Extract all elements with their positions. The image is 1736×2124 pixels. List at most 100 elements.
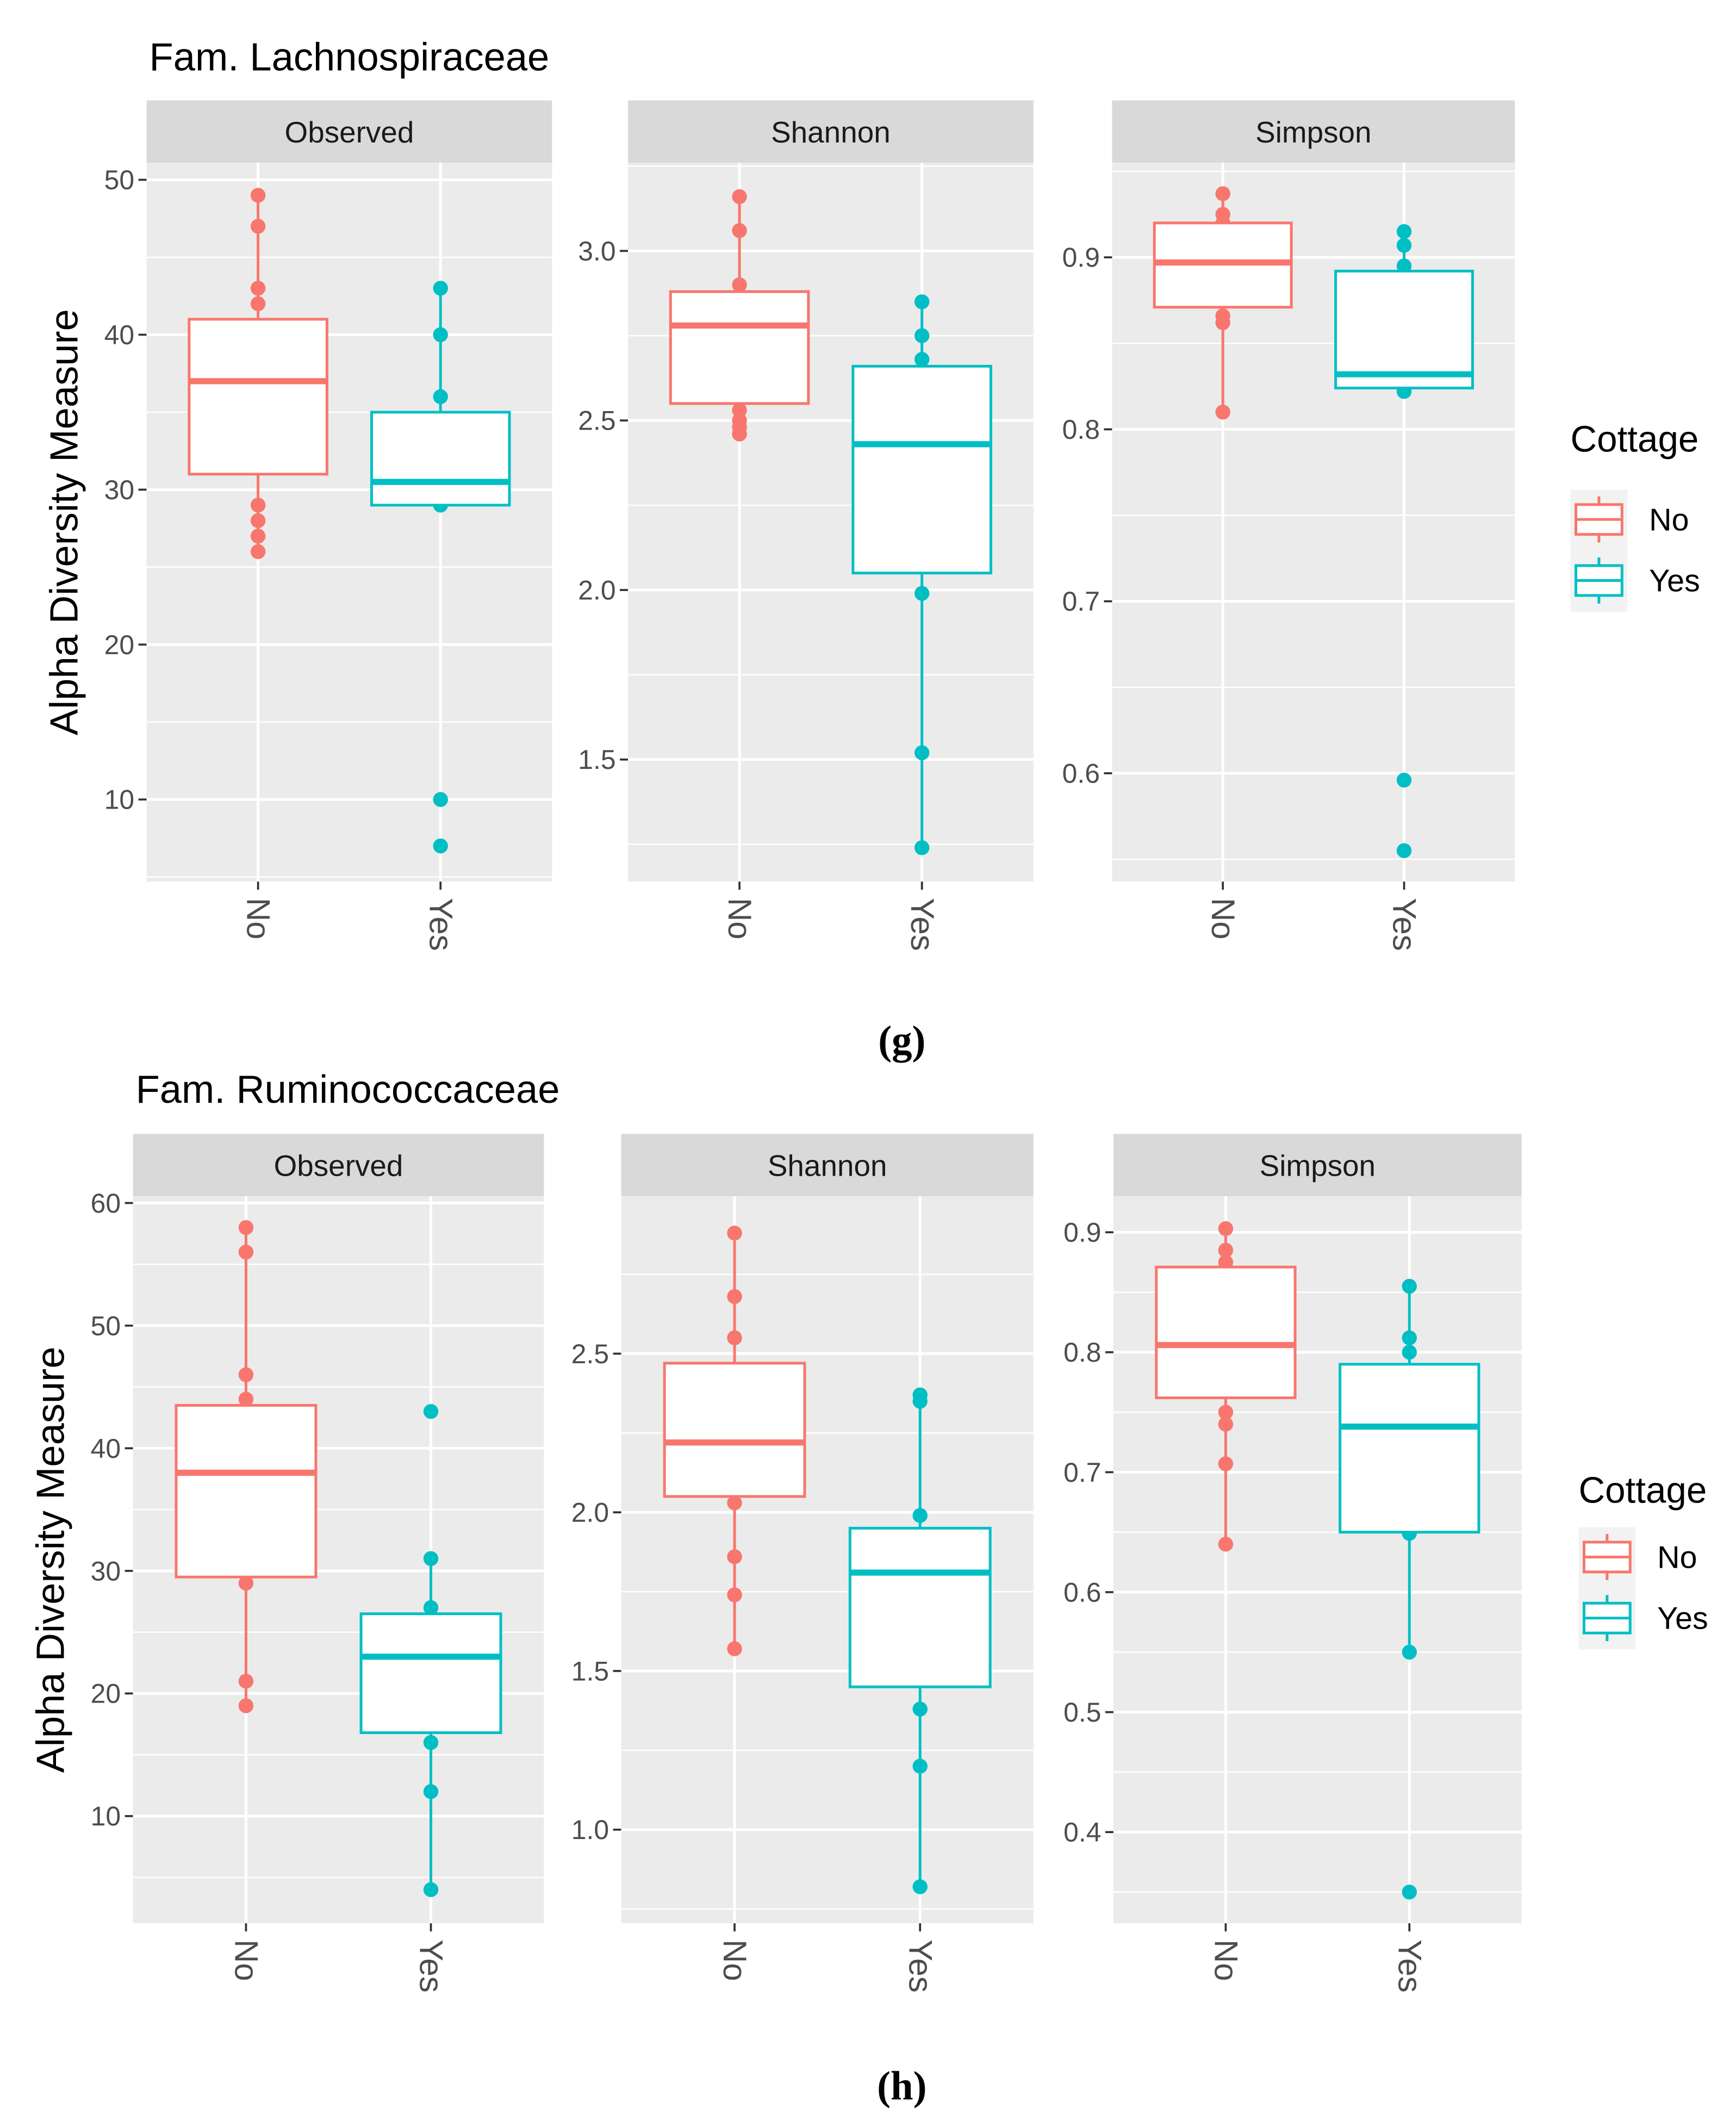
y-tick-label: 40 (91, 1433, 121, 1464)
data-point (1218, 1405, 1234, 1420)
data-point (1218, 1243, 1234, 1258)
y-tick-label: 0.6 (1062, 758, 1100, 788)
data-point (912, 1394, 928, 1409)
data-point (1396, 843, 1412, 859)
data-point (433, 281, 448, 296)
box-iqr (669, 290, 810, 405)
box-yes (1339, 1278, 1480, 1900)
box-iqr (359, 1612, 502, 1734)
y-tick-label: 0.5 (1063, 1697, 1101, 1728)
y-tick-label: 0.4 (1063, 1817, 1101, 1848)
data-point (1402, 1345, 1417, 1360)
box-yes (370, 281, 511, 854)
box-no (669, 189, 810, 442)
box-no (1153, 186, 1293, 420)
data-point (250, 281, 266, 296)
facet-shannon: Shannon 1.0 1.5 2.0 2.5 No Yes (571, 1134, 1034, 1992)
data-point (914, 328, 930, 344)
data-point (1402, 1278, 1417, 1294)
y-tick-label: 0.6 (1063, 1577, 1101, 1607)
y-tick-label: 60 (91, 1188, 121, 1219)
facet-strip (621, 1134, 1034, 1196)
data-point (250, 529, 266, 544)
data-point (727, 1587, 742, 1603)
box-no (663, 1225, 806, 1656)
y-tick-label: 50 (91, 1311, 121, 1341)
data-point (238, 1698, 254, 1713)
y-tick-label: 2.0 (571, 1498, 609, 1528)
x-tick-label: No (1208, 1940, 1244, 1982)
box-no (188, 188, 328, 560)
box-iqr (175, 1403, 318, 1579)
y-tick-label: 0.7 (1062, 586, 1100, 617)
facet-strip (133, 1134, 544, 1196)
box-no (1155, 1221, 1297, 1552)
data-point (727, 1641, 742, 1656)
facet-strip-label: Observed (285, 115, 414, 149)
x-tick-label: No (721, 898, 758, 940)
data-point (238, 1244, 254, 1260)
box-yes (848, 1387, 992, 1895)
y-tick-label: 0.9 (1062, 243, 1100, 273)
legend-label: No (1649, 502, 1689, 537)
data-point (250, 188, 266, 203)
y-tick-label: 10 (104, 785, 134, 815)
y-tick-label: 0.8 (1063, 1337, 1101, 1368)
y-tick-label: 0.7 (1063, 1457, 1101, 1488)
x-tick-label: Yes (904, 898, 941, 951)
data-point (238, 1367, 254, 1382)
facet-simpson: Simpson 0.4 0.5 0.6 0.7 0.8 0.9 No Yes (1063, 1134, 1522, 1992)
facet-shannon: Shannon 1.5 2.0 2.5 3.0 No Yes (578, 100, 1034, 951)
data-point (250, 513, 266, 529)
box-yes (359, 1403, 502, 1897)
data-point (914, 745, 930, 761)
data-point (914, 840, 930, 855)
data-point (423, 1784, 439, 1799)
y-tick-label: 1.5 (571, 1656, 609, 1686)
y-tick-label: 0.8 (1062, 414, 1100, 445)
y-tick-label: 50 (104, 165, 134, 195)
legend-label: Yes (1649, 563, 1700, 598)
data-point (1402, 1884, 1417, 1900)
chart-panel-h: Fam. Ruminococcaceae (h) Alpha Diversity M… (29, 1068, 1708, 2109)
x-tick-label: Yes (413, 1940, 450, 1993)
data-point (914, 352, 930, 367)
data-point (1402, 1644, 1417, 1660)
data-point (914, 586, 930, 601)
data-point (433, 839, 448, 854)
data-point (423, 1600, 439, 1616)
box-iqr (851, 364, 992, 575)
x-tick-label: Yes (1386, 898, 1423, 951)
y-tick-label: 3.0 (578, 236, 615, 266)
chart-title: Fam. Ruminococcaceae (136, 1068, 560, 1111)
data-point (912, 1879, 928, 1895)
data-point (727, 1289, 742, 1305)
data-point (732, 189, 747, 204)
y-axis-label: Alpha Diversity Measure (29, 1346, 72, 1773)
x-tick-label: No (1205, 898, 1241, 940)
facet-simpson: Simpson 0.6 0.7 0.8 0.9 No Yes (1062, 100, 1515, 951)
data-point (727, 1225, 742, 1241)
y-tick-label: 30 (104, 475, 134, 505)
box-iqr (663, 1362, 806, 1498)
box-iqr (1155, 1265, 1297, 1400)
x-tick-label: No (228, 1940, 264, 1982)
data-point (1402, 1330, 1417, 1345)
data-point (238, 1674, 254, 1689)
data-point (1218, 1417, 1234, 1432)
facet-strip (146, 100, 552, 163)
data-point (727, 1330, 742, 1345)
chart-panel-g: Fam. Lachnospiraceae (g) Alpha Diversity M… (42, 36, 1700, 1063)
data-point (238, 1392, 254, 1407)
data-point (423, 1551, 439, 1566)
data-point (732, 223, 747, 238)
facet-observed: Observed 10 20 30 40 50 No Yes (104, 100, 552, 951)
chart-title: Fam. Lachnospiraceae (150, 36, 550, 79)
data-point (238, 1220, 254, 1235)
data-point (1218, 1536, 1234, 1552)
x-tick-label: No (717, 1940, 753, 1982)
y-tick-label: 1.5 (578, 744, 615, 775)
data-point (732, 426, 747, 442)
y-tick-label: 2.5 (571, 1339, 609, 1369)
